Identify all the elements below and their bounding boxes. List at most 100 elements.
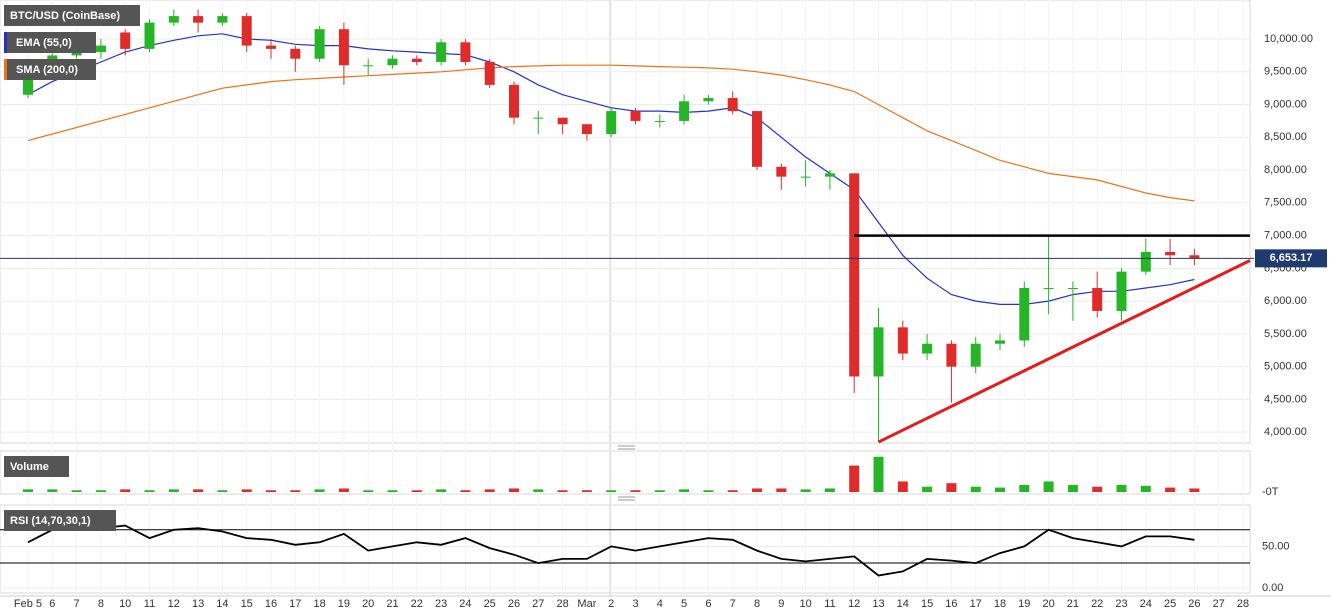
volume-bar [193, 489, 204, 492]
volume-bar [800, 489, 811, 492]
candle-body [411, 58, 422, 62]
volume-bar [1140, 485, 1151, 492]
x-tick-label: 8 [754, 598, 760, 610]
x-tick-label: Feb 5 [14, 598, 42, 610]
candle-body [363, 65, 374, 67]
x-tick-label: 17 [289, 598, 301, 610]
y-tick-label: 8,000.00 [1264, 164, 1307, 176]
candle-body [436, 42, 447, 62]
volume-bar [970, 486, 981, 492]
candle-body [290, 48, 301, 59]
x-tick-label: 10 [799, 598, 811, 610]
legend-label: SMA (200,0) [16, 64, 78, 76]
volume-bar [897, 481, 908, 492]
last-price-label: 6,653.17 [1270, 252, 1313, 264]
legend-box [4, 32, 96, 53]
candle-body [922, 343, 933, 354]
candle-body [946, 343, 957, 367]
y-tick-label: 7,000.00 [1264, 230, 1307, 242]
volume-bar [387, 490, 398, 492]
candle-body [897, 327, 908, 354]
support-line [877, 259, 1251, 444]
x-tick-label: 12 [168, 598, 180, 610]
volume-bar [1043, 481, 1054, 492]
title-box [4, 510, 116, 531]
candle-body [824, 173, 835, 177]
x-tick-label: 11 [824, 598, 835, 610]
candle-body [654, 120, 665, 122]
x-tick-label: 25 [1164, 598, 1176, 610]
volume-bar [484, 489, 495, 492]
x-tick-label: 6 [705, 598, 711, 610]
candle-body [120, 32, 131, 49]
x-tick-label: 16 [265, 598, 277, 610]
panel-title: Volume [10, 461, 49, 473]
x-tick-label: 24 [459, 598, 471, 610]
x-tick-label: 13 [192, 598, 204, 610]
panel-grip[interactable] [618, 496, 636, 501]
candle-body [630, 111, 641, 121]
x-tick-label: 3 [632, 598, 638, 610]
candle-body [1189, 255, 1200, 259]
x-tick-label: 7 [74, 598, 80, 610]
indicator-line [27, 33, 1195, 305]
volume-bar [1189, 488, 1200, 492]
y-tick-label: -0T [1262, 486, 1279, 498]
volume-bar [1092, 486, 1103, 492]
x-tick-label: 16 [945, 598, 957, 610]
x-tick-label: 23 [1115, 598, 1127, 610]
candle-body [460, 42, 471, 62]
x-tick-label: 13 [872, 598, 884, 610]
volume-bar [654, 490, 665, 492]
volume-bar [557, 490, 568, 492]
x-tick-label: 18 [313, 598, 325, 610]
candle-body [873, 327, 884, 377]
volume-bar [509, 488, 519, 492]
candle-body [1140, 251, 1151, 272]
candle-body [606, 111, 617, 135]
candle-body [71, 52, 82, 56]
x-tick-label: 27 [532, 598, 544, 610]
x-tick-label: 17 [970, 598, 982, 610]
volume-bar [436, 489, 447, 492]
candle-body [1116, 271, 1127, 311]
legend-swatch [4, 59, 7, 80]
volume-bar [290, 490, 301, 492]
x-tick-label: 18 [994, 598, 1006, 610]
volume-bar [23, 489, 33, 492]
volume-bar [679, 489, 690, 492]
x-tick-label: 20 [362, 598, 374, 610]
price-panel [0, 0, 1251, 444]
x-tick-label: 24 [1140, 598, 1152, 610]
candle-body [338, 29, 349, 66]
x-tick-label: Mar [577, 598, 596, 610]
candle-body [168, 16, 179, 23]
x-tick-label: 26 [1188, 598, 1200, 610]
x-tick-label: 19 [338, 598, 350, 610]
volume-bar [120, 489, 131, 492]
volume-bar [266, 490, 276, 492]
y-tick-label: 50.00 [1262, 540, 1290, 552]
volume-bar [824, 488, 835, 492]
x-tick-label: 26 [508, 598, 520, 610]
candle-body [1043, 288, 1054, 290]
legend-box [4, 59, 96, 80]
candle-body [533, 117, 544, 119]
candle-body [1067, 288, 1078, 290]
title-box [4, 456, 69, 477]
candle-body [1019, 288, 1030, 341]
candle-body [217, 16, 228, 23]
candle-body [800, 176, 811, 178]
volume-bar [946, 483, 957, 492]
x-tick-label: 15 [921, 598, 933, 610]
candle-body [144, 22, 155, 49]
volume-bar [703, 490, 714, 492]
volume-bar [922, 486, 933, 492]
candle-body [314, 29, 325, 59]
candle-body [193, 16, 204, 23]
candle-body [703, 98, 714, 102]
panel-grip[interactable] [618, 445, 636, 450]
candle-body [484, 61, 495, 85]
x-tick-label: 28 [556, 598, 568, 610]
